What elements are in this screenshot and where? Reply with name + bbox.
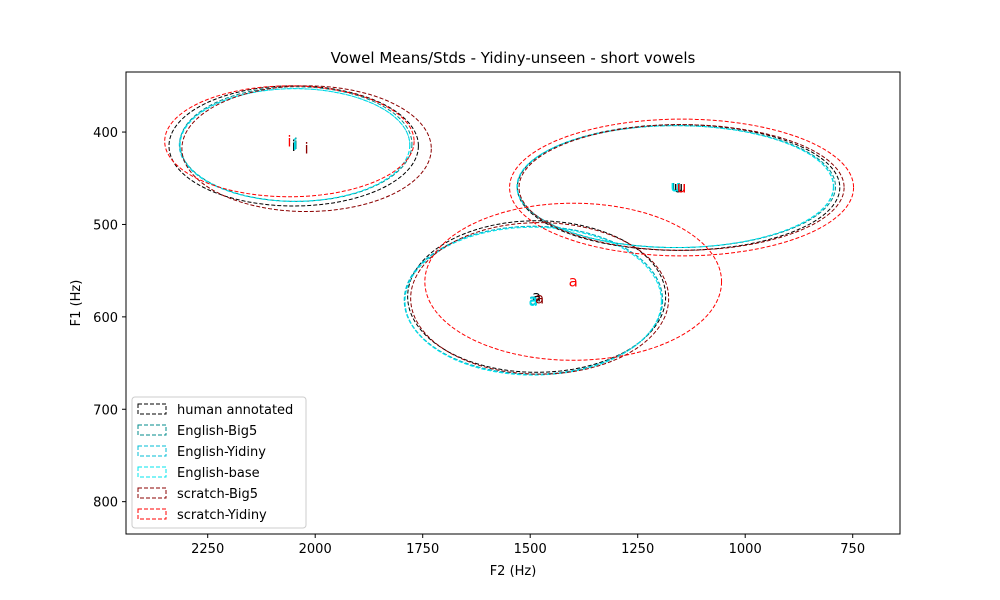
y-tick-label: 600 [93, 311, 118, 326]
std-ellipse-u [518, 124, 845, 251]
vowel-label-i: i [294, 135, 298, 153]
vowel-label-i: i [292, 137, 296, 155]
legend-swatch [137, 403, 167, 415]
legend-swatch [137, 445, 167, 457]
x-tick-label: 2250 [191, 542, 224, 557]
std-ellipse-a [410, 222, 670, 375]
x-tick-label: 1250 [621, 542, 654, 557]
y-axis-ticks: 400 500 600 700 800 [93, 126, 126, 511]
vowel-label-i: i [292, 136, 296, 154]
std-ellipse-a [424, 202, 723, 361]
y-axis-title: F1 (Hz) [69, 280, 84, 327]
legend-swatch [137, 424, 167, 436]
legend: human annotated English-Big5 English-Yidin… [131, 396, 307, 529]
vowel-label-a: a [535, 289, 544, 307]
y-tick-label: 500 [93, 218, 118, 233]
std-ellipse-a [404, 226, 662, 376]
legend-label: English-Yidiny [177, 445, 266, 460]
legend-label: English-Big5 [177, 424, 257, 439]
std-ellipse-u [516, 125, 834, 249]
y-tick-label: 800 [93, 496, 118, 511]
std-ellipse-i [181, 85, 432, 213]
legend-label: scratch-Big5 [177, 487, 258, 502]
legend-swatch [137, 508, 167, 520]
std-ellipse-i [164, 85, 415, 198]
vowel-label-a: a [529, 291, 538, 309]
chart-title: Vowel Means/Stds - Yidiny-unseen - short… [331, 49, 696, 67]
x-axis-ticks: 2250 2000 1750 1500 1250 1000 750 [191, 534, 865, 557]
std-ellipse-a [407, 220, 667, 373]
x-tick-label: 2000 [299, 542, 332, 557]
legend-swatch [137, 487, 167, 499]
x-tick-label: 1500 [514, 542, 547, 557]
vowel-label-u: u [671, 178, 681, 196]
vowel-label-a: a [529, 292, 538, 310]
vowel-label-a: a [569, 273, 578, 291]
x-axis-title: F2 (Hz) [490, 564, 537, 579]
std-ellipse-i [168, 85, 419, 207]
legend-label: scratch-Yidiny [177, 508, 267, 523]
vowel-label-u: u [670, 178, 680, 196]
vowel-label-u: u [674, 179, 684, 197]
y-tick-label: 700 [93, 403, 118, 418]
legend-label: human annotated [177, 403, 293, 418]
legend-swatch [137, 466, 167, 478]
legend-box [131, 396, 307, 529]
plot-frame [125, 71, 901, 535]
y-tick-label: 400 [93, 126, 118, 141]
vowel-label-i: i [305, 140, 309, 158]
vowel-label-u: u [677, 179, 687, 197]
vowel-label-u: u [672, 178, 682, 196]
x-tick-label: 1750 [406, 542, 439, 557]
x-tick-label: 1000 [729, 542, 762, 557]
vowel-label-a: a [532, 288, 541, 306]
std-ellipse-u [509, 118, 855, 257]
std-ellipse-i [179, 88, 411, 202]
legend-label: English-base [177, 466, 260, 481]
std-ellipses [164, 85, 855, 376]
x-tick-label: 750 [840, 542, 865, 557]
vowel-label-i: i [293, 136, 297, 154]
vowel-label-i: i [287, 132, 291, 150]
vowel-label-a: a [529, 291, 538, 309]
vowel-label-u: u [677, 179, 687, 197]
